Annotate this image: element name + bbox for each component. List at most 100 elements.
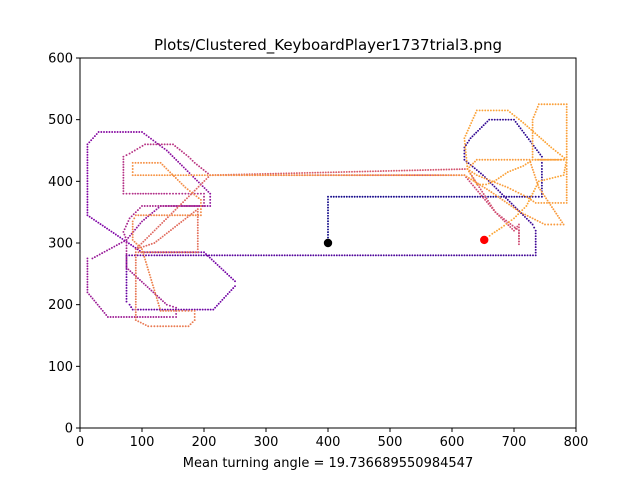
trajectory-point (134, 251, 137, 254)
trajectory-point (450, 254, 453, 257)
trajectory-point (494, 211, 497, 214)
trajectory-point (214, 262, 217, 265)
trajectory-point (442, 254, 445, 257)
trajectory-point (199, 205, 202, 207)
trajectory-point (125, 292, 128, 295)
trajectory-point (174, 225, 177, 228)
trajectory-point (175, 309, 178, 312)
trajectory-point (86, 198, 89, 201)
trajectory-point (565, 121, 568, 124)
trajectory-point (194, 205, 197, 207)
trajectory-point (514, 168, 517, 170)
trajectory-point (560, 103, 563, 106)
trajectory-point (354, 254, 356, 257)
trajectory-point (353, 170, 356, 173)
trajectory-point (175, 306, 178, 309)
trajectory-point (534, 229, 537, 232)
trajectory-point (109, 316, 112, 318)
trajectory-point (515, 254, 518, 257)
trajectory-point (288, 174, 291, 177)
trajectory-point (460, 195, 463, 198)
trajectory-point (453, 168, 456, 171)
trajectory-point (385, 254, 388, 257)
trajectory-point (122, 182, 125, 185)
trajectory-point (521, 254, 524, 257)
trajectory-point (466, 168, 469, 170)
trajectory-point (379, 170, 382, 173)
trajectory-point (565, 156, 568, 159)
trajectory-point (478, 175, 481, 178)
trajectory-point (440, 168, 443, 171)
trajectory-point (147, 192, 150, 195)
trajectory-point (172, 305, 174, 308)
trajectory-point (195, 187, 198, 190)
trajectory-point (141, 131, 143, 133)
trajectory-point (225, 174, 227, 177)
trajectory-point (214, 174, 217, 177)
trajectory-point (92, 137, 94, 140)
trajectory-point (178, 205, 181, 207)
trajectory-point (133, 273, 136, 276)
trajectory-point (562, 158, 565, 161)
trajectory-point (191, 159, 194, 162)
trajectory-point (98, 305, 101, 308)
trajectory-point (505, 219, 508, 222)
trajectory-point (150, 308, 153, 311)
trajectory-point (304, 174, 306, 177)
trajectory-point (155, 316, 158, 318)
trajectory-point (425, 174, 428, 177)
trajectory-point (468, 170, 470, 173)
trajectory-point (514, 206, 517, 209)
trajectory-point (187, 195, 190, 198)
trajectory-point (172, 316, 174, 318)
trajectory-point (86, 214, 89, 217)
trajectory-point (464, 145, 467, 148)
trajectory-point (510, 118, 513, 121)
trajectory-point (180, 221, 183, 223)
trajectory-point (565, 103, 568, 106)
trajectory-point (193, 309, 196, 312)
trajectory-point (335, 174, 338, 177)
trajectory-point (296, 174, 299, 177)
trajectory-point (162, 205, 165, 207)
trajectory-point (136, 254, 139, 257)
trajectory-point (467, 162, 470, 165)
trajectory-point (130, 131, 133, 133)
trajectory-point (563, 157, 566, 159)
trajectory-point (160, 298, 162, 301)
trajectory-point (196, 179, 198, 182)
trajectory-point (86, 188, 89, 190)
trajectory-point (559, 158, 562, 161)
trajectory-point (169, 174, 172, 177)
trajectory-point (565, 111, 568, 114)
trajectory-point (551, 158, 554, 161)
trajectory-point (210, 254, 213, 257)
trajectory-point (127, 220, 130, 222)
trajectory-point (161, 254, 164, 257)
trajectory-point (196, 237, 199, 240)
trajectory-point (341, 254, 343, 257)
trajectory-point (243, 174, 246, 177)
trajectory-point (134, 316, 137, 319)
trajectory-point (166, 216, 169, 219)
trajectory-point (136, 148, 139, 150)
trajectory-point (390, 254, 393, 257)
trajectory-point (125, 247, 128, 250)
trajectory-point (398, 174, 401, 177)
trajectory-point (475, 188, 478, 191)
trajectory-point (421, 195, 424, 198)
trajectory-point (88, 141, 91, 144)
trajectory-point (127, 131, 130, 133)
start-marker (323, 238, 333, 248)
trajectory-point (173, 205, 176, 207)
trajectory-point (140, 242, 143, 245)
trajectory-point (301, 172, 304, 174)
trajectory-point (488, 118, 491, 121)
trajectory-point (531, 118, 534, 121)
trajectory-point (201, 308, 204, 311)
trajectory-point (522, 214, 525, 216)
trajectory-point (207, 176, 210, 179)
trajectory-point (106, 249, 108, 252)
trajectory-point (534, 248, 537, 251)
trajectory-point (176, 178, 179, 181)
